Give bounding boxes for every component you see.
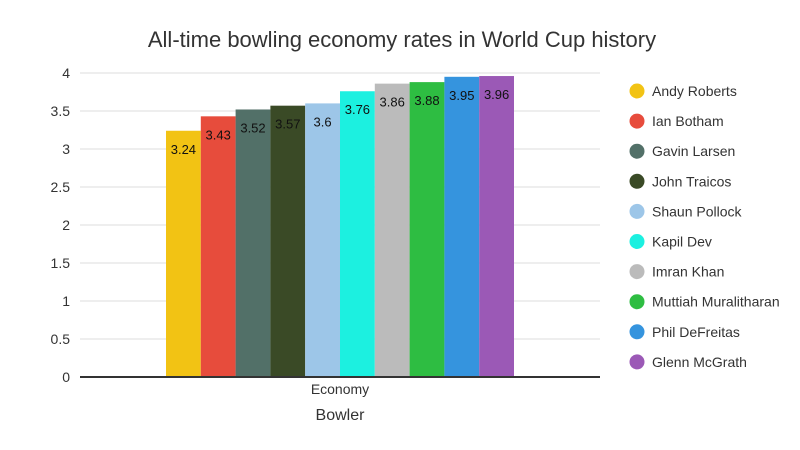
bar-gavin-larsen[interactable]: [235, 109, 271, 377]
data-label: 3.95: [449, 88, 474, 103]
legend: Andy Roberts Ian Botham Gavin Larsen John T…: [629, 83, 780, 370]
data-label: 3.24: [171, 142, 196, 157]
bar-john-traicos[interactable]: [270, 105, 306, 378]
bar-andy-roberts[interactable]: [166, 130, 201, 377]
bar-ian-botham[interactable]: [200, 116, 236, 377]
data-label: 3.76: [345, 102, 370, 117]
legend-swatch: [629, 143, 645, 159]
y-tick-label: 1.5: [51, 255, 71, 271]
chart-title: All-time bowling economy rates in World …: [148, 27, 656, 52]
y-tick-label: 0: [62, 369, 70, 385]
bar-phil-defreitas[interactable]: [444, 76, 480, 378]
x-axis-categories: Economy: [311, 381, 369, 397]
y-axis-ticks: 0 0.5 1 1.5 2 2.5 3 3.5 4: [51, 65, 71, 385]
legend-swatch: [629, 113, 645, 129]
data-label: 3.43: [206, 127, 231, 142]
bar-kapil-dev[interactable]: [340, 91, 375, 378]
legend-swatch: [629, 173, 645, 189]
legend-label[interactable]: Imran Khan: [652, 264, 724, 280]
y-tick-label: 3: [62, 141, 70, 157]
legend-label[interactable]: Muttiah Muralitharan: [652, 294, 780, 310]
x-category-label: Economy: [311, 381, 369, 397]
x-axis-title: Bowler: [316, 407, 366, 424]
legend-label[interactable]: Kapil Dev: [652, 234, 712, 250]
y-tick-label: 2: [62, 217, 70, 233]
data-label: 3.88: [414, 93, 439, 108]
legend-swatch: [629, 324, 645, 340]
bar-glenn-mcgrath[interactable]: [479, 76, 514, 377]
bar-imran-khan[interactable]: [374, 83, 410, 377]
legend-label[interactable]: John Traicos: [652, 173, 731, 189]
bar-shaun-pollock[interactable]: [305, 103, 340, 378]
legend-swatch: [629, 203, 645, 219]
legend-swatch: [629, 294, 645, 310]
y-tick-label: 1: [62, 293, 70, 309]
bar-muttiah-muralitharan[interactable]: [409, 82, 445, 378]
data-label: 3.86: [380, 95, 405, 110]
data-label: 3.96: [484, 87, 509, 102]
legend-label[interactable]: Gavin Larsen: [652, 143, 735, 159]
data-label: 3.57: [275, 117, 300, 132]
y-tick-label: 3.5: [51, 103, 71, 119]
legend-swatch: [629, 354, 645, 370]
y-tick-label: 2.5: [51, 179, 71, 195]
y-tick-label: 4: [62, 65, 70, 81]
bars: [166, 76, 514, 378]
legend-label[interactable]: Glenn McGrath: [652, 354, 747, 370]
data-label: 3.52: [240, 120, 265, 135]
legend-label[interactable]: Andy Roberts: [652, 83, 737, 99]
data-labels: 3.24 3.43 3.52 3.57 3.6 3.76 3.86 3.88 3.95 3.96: [171, 87, 510, 157]
legend-swatch: [629, 234, 645, 249]
legend-label[interactable]: Phil DeFreitas: [652, 324, 740, 340]
y-tick-label: 0.5: [51, 331, 71, 347]
legend-label[interactable]: Ian Botham: [652, 113, 724, 129]
data-label: 3.6: [314, 114, 332, 129]
legend-swatch: [629, 83, 645, 99]
legend-label[interactable]: Shaun Pollock: [652, 203, 743, 219]
legend-swatch: [629, 264, 645, 280]
